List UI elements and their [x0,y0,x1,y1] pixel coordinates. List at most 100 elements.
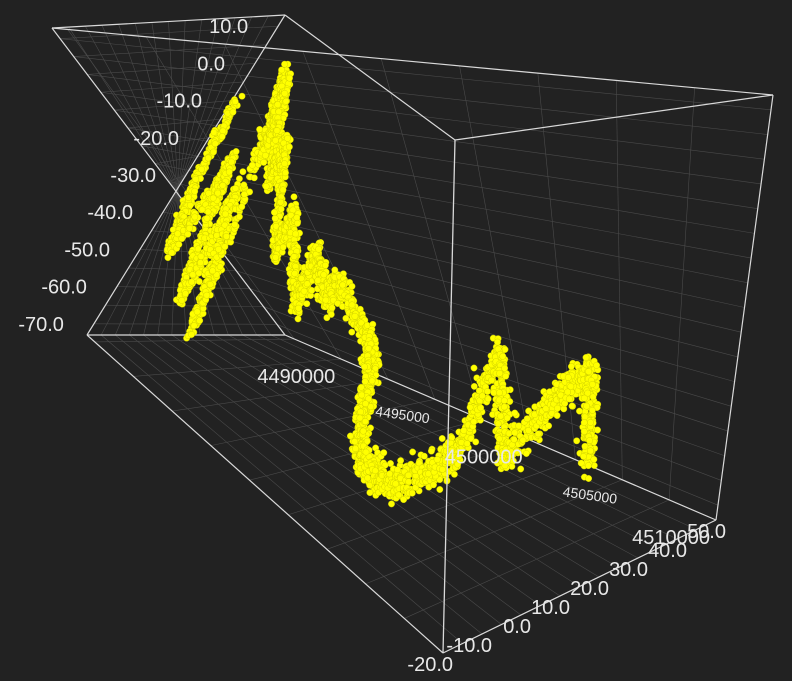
data-point [221,243,229,251]
grid-line [100,334,463,644]
grid-line [270,334,697,530]
data-point [395,491,403,499]
data-point [196,317,204,324]
scatter-points [163,60,602,508]
data-point [322,296,330,304]
y-tick-label: 0.0 [503,616,531,638]
data-point [580,394,588,402]
data-point [339,281,347,289]
data-point [232,148,240,155]
grid-line [141,137,210,147]
data-point [270,208,278,216]
grid-line [114,100,233,111]
data-point [515,422,523,430]
data-point [285,143,293,151]
data-point [589,393,597,401]
data-point [585,462,592,469]
data-point [564,388,571,396]
data-point [186,201,194,209]
data-point [191,213,199,221]
data-point [168,249,176,257]
data-point [235,213,243,221]
data-point [321,261,329,269]
data-point [590,455,598,463]
data-point [278,66,285,74]
data-point [178,296,186,304]
box-edge [284,14,456,141]
data-point [197,253,205,260]
data-point [484,395,492,403]
data-point [397,457,404,464]
data-point [248,161,256,169]
data-point [356,414,364,422]
grid-line [100,81,244,93]
data-point [279,186,287,194]
data-point [478,392,486,400]
data-point [193,308,201,316]
box-edge [51,14,286,29]
data-point [182,290,189,298]
grid-line [127,118,221,129]
data-point [295,304,302,312]
data-point [472,438,480,446]
data-point [502,372,510,380]
data-point [211,140,219,148]
data-point [511,409,519,417]
data-point [358,391,366,399]
data-point [210,128,218,136]
z-tick-label: -40.0 [87,202,133,224]
data-point [500,403,508,411]
z-tick-label: -70.0 [18,314,64,336]
y-tick-label: 50.0 [687,521,726,543]
data-point [405,471,412,479]
data-point [328,304,336,312]
y-tick-label: 10.0 [531,597,570,619]
data-point [433,456,441,463]
data-point [284,134,291,142]
data-point [361,418,369,425]
data-point [436,486,444,493]
data-point [430,481,437,489]
data-point [277,205,285,213]
data-point [209,194,217,202]
data-point [484,388,491,395]
data-point [346,432,354,440]
box-edge [284,334,717,521]
data-point [460,427,468,434]
grid-line [100,91,762,185]
data-point [282,97,290,105]
data-point [300,287,308,295]
data-point [594,426,601,434]
data-point [560,405,568,413]
data-point [519,436,527,444]
grid-line [141,145,752,259]
data-point [327,310,335,318]
data-point [281,90,289,97]
data-point [203,214,211,222]
grid-line [168,181,745,308]
data-point [196,259,204,267]
data-point [573,437,581,445]
grid-line [154,156,198,164]
z-tick-label: -30.0 [110,165,156,187]
data-point [470,418,478,426]
data-point [505,430,513,437]
data-point [388,500,395,508]
data-point [203,291,211,299]
data-point [499,352,507,360]
data-point [222,232,230,240]
data-point [357,408,364,416]
data-point [240,181,248,189]
y-tick-label: 20.0 [570,578,609,600]
grid-line [127,127,755,234]
data-point [303,300,311,308]
data-point [458,439,465,446]
data-point [497,412,505,420]
data-point [582,354,590,361]
data-point [348,301,356,309]
data-point [240,190,248,198]
grid-line [157,334,541,606]
data-point [279,243,287,251]
data-point [348,282,356,290]
